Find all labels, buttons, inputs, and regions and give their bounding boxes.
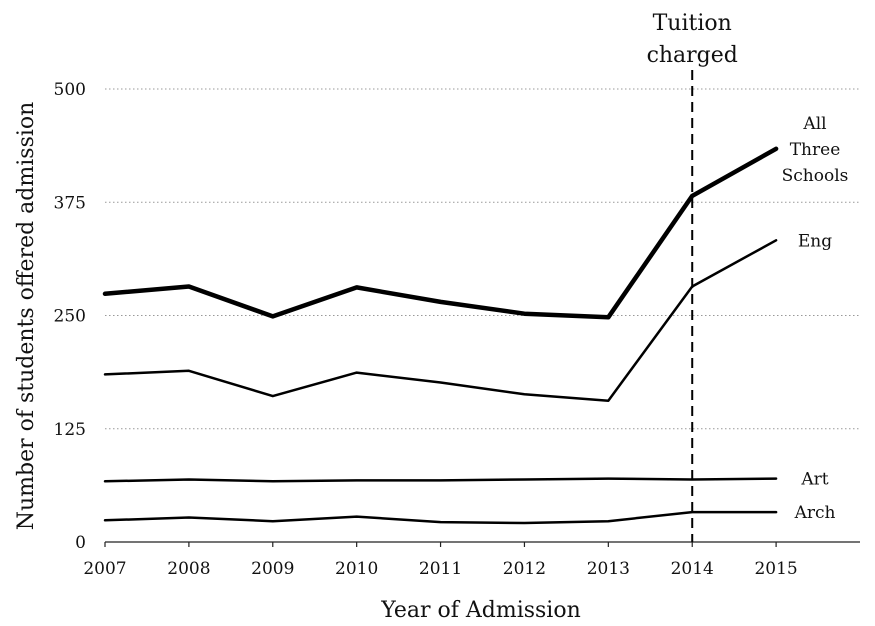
x-tick-label: 2010 [335,559,378,579]
y-axis-title: Number of students offered admission [14,102,39,531]
x-tick-label: 2009 [251,559,294,579]
series-labels: All Three Schools Eng Art Arch [782,114,849,523]
series-label-arch: Arch [794,503,836,523]
y-tick-label: 500 [54,80,86,100]
series-label-art: Art [800,470,828,490]
series-label-all-three-schools: All [802,114,826,134]
grid-lines [105,88,860,430]
series-label-all-three-schools: Three [790,140,841,160]
x-tick-label: 2013 [587,559,630,579]
series-line-arch [103,510,778,525]
series-label-eng: Eng [798,231,832,251]
tick-labels: 0 125 250 375 500 2007 2008 2009 2010 2011 2012 201… [54,80,798,579]
tuition-annotation-text: charged [647,43,738,68]
x-tick-label: 2015 [754,559,797,579]
series-line-eng [103,239,778,402]
x-tick-label: 2014 [671,559,714,579]
tuition-annotation-text: Tuition [653,11,732,36]
y-tick-label: 125 [54,420,86,440]
tuition-event-marker: Tuition charged [647,11,738,542]
x-tick-label: 2012 [503,559,546,579]
series-line-art [103,477,778,483]
x-tick-label: 2008 [167,559,210,579]
y-tick-label: 375 [54,193,86,213]
series-lines [102,146,779,525]
x-axis-title: Year of Admission [380,598,581,623]
y-tick-label: 250 [54,307,86,327]
x-tick-label: 2011 [419,559,462,579]
y-tick-label: 0 [75,533,86,553]
series-line-all-three-schools [102,146,779,320]
x-tick-label: 2007 [83,559,126,579]
series-label-all-three-schools: Schools [782,166,849,186]
